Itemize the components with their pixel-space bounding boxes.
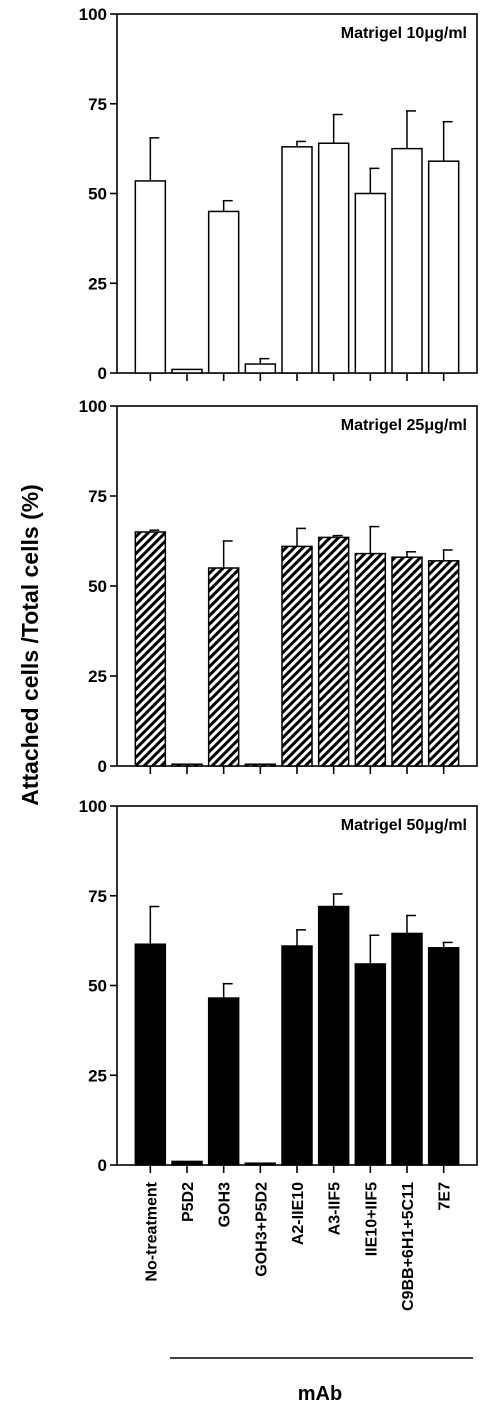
x-tick-label: P5D2 bbox=[180, 1182, 197, 1222]
bar bbox=[207, 997, 240, 1166]
bar bbox=[427, 560, 460, 767]
bar bbox=[134, 180, 167, 374]
x-tick-label: A3-IIF5 bbox=[327, 1182, 344, 1235]
x-tick-label: IIE10+IIF5 bbox=[363, 1182, 380, 1256]
bar bbox=[207, 567, 240, 767]
bar bbox=[317, 536, 350, 767]
x-tick-label: GOH3+P5D2 bbox=[253, 1182, 270, 1277]
bar bbox=[354, 552, 387, 767]
x-tick-label: 7E7 bbox=[437, 1182, 454, 1211]
bar bbox=[244, 363, 277, 374]
y-tick-label: 100 bbox=[79, 397, 107, 416]
y-tick-label: 0 bbox=[98, 1156, 107, 1175]
bar bbox=[354, 963, 387, 1166]
y-tick-label: 0 bbox=[98, 757, 107, 776]
y-tick-label: 50 bbox=[88, 185, 107, 204]
bar bbox=[134, 531, 167, 767]
y-tick-label: 0 bbox=[98, 364, 107, 383]
bar bbox=[317, 905, 350, 1166]
y-tick-label: 100 bbox=[79, 797, 107, 816]
bar bbox=[134, 943, 167, 1166]
bar bbox=[281, 945, 313, 1166]
y-axis-label: Attached cells /Total cells (%) bbox=[17, 484, 43, 806]
panel-matrigel-25: 0 25 50 75 100 Matrigel 25μg/ml bbox=[79, 397, 478, 776]
y-tick-label: 50 bbox=[88, 577, 107, 596]
panel-matrigel-10: 0 25 50 75 100 Matrigel 10μg/ml bbox=[79, 5, 478, 383]
bar bbox=[391, 556, 423, 767]
y-tick-label: 25 bbox=[88, 667, 107, 686]
bar bbox=[207, 210, 240, 374]
bar bbox=[244, 763, 277, 767]
y-tick-label: 100 bbox=[79, 5, 107, 24]
y-tick-label: 75 bbox=[88, 487, 107, 506]
bar bbox=[171, 1160, 203, 1166]
panel-matrigel-50: 0 25 50 75 100 Matrigel 50μg/ml bbox=[79, 797, 478, 1175]
x-tick-label: No-treatment bbox=[143, 1181, 160, 1281]
panel-title: Matrigel 25μg/ml bbox=[341, 417, 467, 434]
bar bbox=[391, 147, 423, 374]
bar bbox=[391, 932, 423, 1166]
bar bbox=[244, 1162, 277, 1166]
x-tick-label: C9BB+6H1+5C11 bbox=[400, 1182, 417, 1311]
mab-group-label: mAb bbox=[298, 1383, 342, 1405]
x-tick-labels: No-treatment P5D2 GOH3 GOH3+P5D2 A2-IIE10 A3-… bbox=[143, 1181, 453, 1311]
bar bbox=[427, 160, 460, 374]
panel-title: Matrigel 50μg/ml bbox=[341, 817, 467, 834]
y-tick-label: 75 bbox=[88, 95, 107, 114]
bar bbox=[281, 146, 313, 374]
bar bbox=[171, 368, 203, 374]
panel-title: Matrigel 10μg/ml bbox=[341, 25, 467, 42]
bar bbox=[354, 192, 387, 374]
bar bbox=[171, 763, 203, 767]
y-tick-label: 75 bbox=[88, 887, 107, 906]
bar bbox=[427, 947, 460, 1166]
y-tick-label: 25 bbox=[88, 274, 107, 293]
bar bbox=[317, 142, 350, 374]
bar bbox=[281, 545, 313, 767]
x-tick-label: GOH3 bbox=[217, 1182, 234, 1227]
x-tick-label: A2-IIE10 bbox=[290, 1182, 307, 1245]
y-tick-label: 50 bbox=[88, 977, 107, 996]
y-tick-label: 25 bbox=[88, 1066, 107, 1085]
